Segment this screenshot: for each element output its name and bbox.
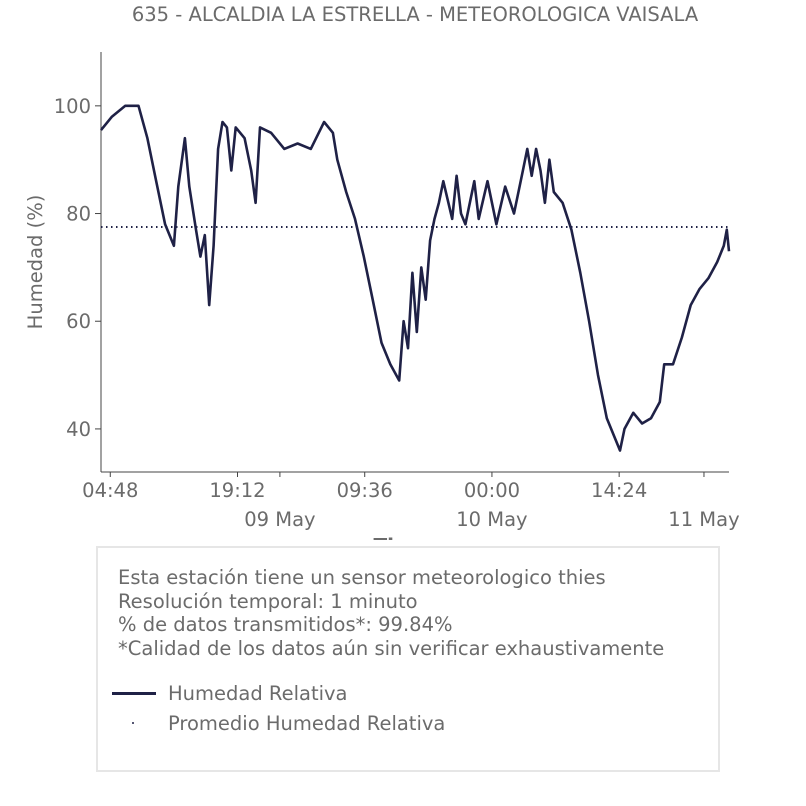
info-line-transmitted: % de datos transmitidos*: 99.84% <box>118 613 453 637</box>
legend-label-humidity: Humedad Relativa <box>168 681 348 705</box>
x-tick-label: 14:24 <box>591 479 647 502</box>
y-tick-label: 100 <box>54 95 91 118</box>
x-tick-date-label: 09 May <box>244 508 315 531</box>
info-line-quality-note: *Calidad de los datos aún sin verificar … <box>118 637 665 661</box>
y-tick-label: 60 <box>66 310 91 333</box>
legend-dot-swatch <box>110 711 156 735</box>
y-tick-label: 80 <box>66 203 91 226</box>
x-tick-label: 04:48 <box>82 479 138 502</box>
y-axis-label: Humedad (%) <box>24 195 47 330</box>
x-tick-label: 09:36 <box>337 479 393 502</box>
y-tick-label: 40 <box>66 418 91 441</box>
x-tick-label: 00:00 <box>464 479 520 502</box>
x-tick-label: 19:12 <box>209 479 265 502</box>
legend-label-average: Promedio Humedad Relativa <box>168 711 446 735</box>
station-info: Esta estación tiene un sensor meteorolog… <box>118 566 664 661</box>
x-axis-label: Tiempo <box>374 534 457 540</box>
humidity-chart: 635 - ALCALDIA LA ESTRELLA - METEOROLOGI… <box>24 3 740 540</box>
legend-line-swatch <box>110 681 156 705</box>
chart-title: 635 - ALCALDIA LA ESTRELLA - METEOROLOGI… <box>132 3 699 26</box>
legend-item-average: Promedio Humedad Relativa <box>110 711 445 735</box>
x-tick-date-label: 11 May <box>668 508 739 531</box>
info-legend-box: Esta estación tiene un sensor meteorolog… <box>96 546 720 772</box>
series-humidity-line <box>99 104 731 452</box>
info-line-resolution: Resolución temporal: 1 minuto <box>118 589 418 613</box>
x-tick-date-label: 10 May <box>456 508 527 531</box>
legend-item-humidity: Humedad Relativa <box>110 681 348 705</box>
info-line-sensor: Esta estación tiene un sensor meteorolog… <box>118 566 606 589</box>
